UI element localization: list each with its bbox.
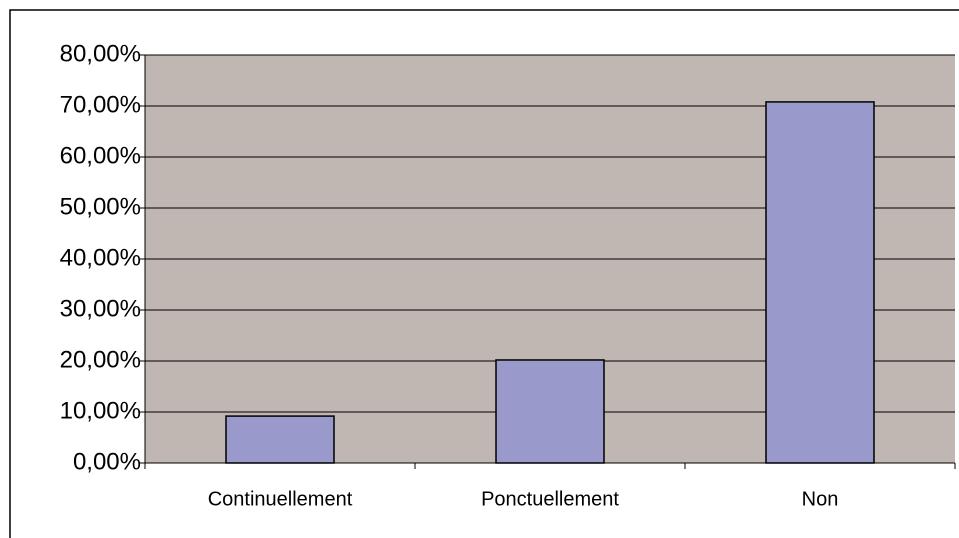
- bar: [225, 415, 335, 464]
- y-tick-label: 60,00%: [60, 142, 141, 169]
- y-tick-label: 0,00%: [73, 448, 141, 475]
- y-tick-label: 10,00%: [60, 397, 141, 424]
- x-tick-label: Non: [802, 488, 839, 510]
- y-tick-label: 20,00%: [60, 346, 141, 373]
- y-tick-label: 80,00%: [60, 40, 141, 67]
- bar: [495, 359, 605, 464]
- y-tick-label: 50,00%: [60, 193, 141, 220]
- y-tick-label: 30,00%: [60, 295, 141, 322]
- y-tick-label: 40,00%: [60, 244, 141, 271]
- x-tick-label: Ponctuellement: [481, 488, 619, 510]
- y-tick-label: 70,00%: [60, 91, 141, 118]
- x-tick-label: Continuellement: [208, 488, 353, 510]
- bar: [765, 101, 875, 464]
